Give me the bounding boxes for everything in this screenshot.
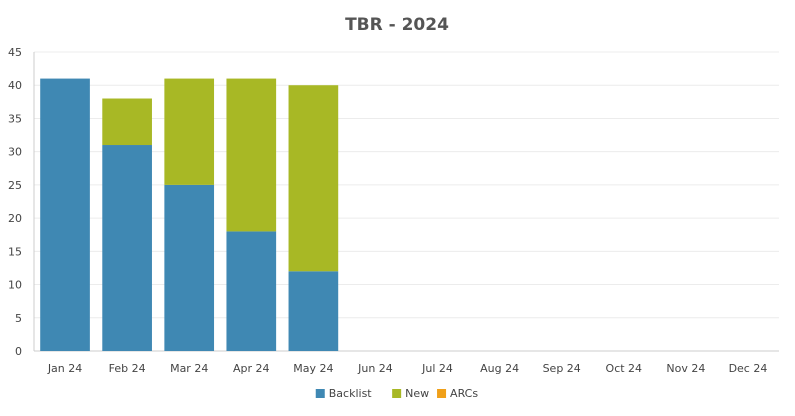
y-tick-label: 25 [8, 179, 22, 192]
legend-item-backlist[interactable]: Backlist [315, 387, 373, 400]
legend-item-arcs[interactable]: ARCs [437, 387, 478, 400]
bar-backlist-jan-24[interactable] [40, 78, 90, 352]
legend: Backlist New ARCs [315, 387, 478, 400]
y-tick-label: 35 [8, 112, 22, 125]
y-tick-label: 10 [8, 279, 22, 292]
legend-swatch [315, 389, 325, 398]
y-tick-label: 5 [15, 312, 22, 325]
y-tick-label: 45 [8, 46, 22, 59]
x-tick-label: Nov 24 [666, 362, 705, 375]
legend-label: New [405, 387, 429, 400]
x-tick-label: Apr 24 [233, 362, 270, 375]
legend-label: Backlist [329, 387, 373, 400]
y-axis: 0 5 10 15 20 25 30 35 40 45 [8, 46, 779, 358]
x-tick-label: Oct 24 [606, 362, 643, 375]
gridlines [34, 51, 779, 319]
x-tick-label: Dec 24 [729, 362, 768, 375]
x-tick-label: Feb 24 [109, 362, 146, 375]
y-tick-label: 20 [8, 212, 22, 225]
legend-label: ARCs [450, 387, 478, 400]
y-tick-label: 30 [8, 146, 22, 159]
x-tick-label: Sep 24 [543, 362, 581, 375]
bar-new-mar-24[interactable] [164, 78, 215, 185]
bar-new-feb-24[interactable] [102, 98, 152, 146]
x-tick-label: Jan 24 [47, 362, 82, 375]
y-tick-label: 0 [15, 345, 22, 358]
bar-backlist-feb-24[interactable] [102, 145, 152, 351]
x-tick-label: Jul 24 [421, 362, 453, 375]
legend-swatch [437, 389, 447, 398]
bar-backlist-apr-24[interactable] [226, 231, 277, 351]
x-tick-label: Jun 24 [357, 362, 393, 375]
y-tick-label: 40 [8, 79, 22, 92]
chart-title: TBR - 2024 [345, 15, 449, 35]
y-tick-label: 15 [8, 245, 22, 258]
bar-new-may-24[interactable] [288, 85, 339, 272]
bars [40, 78, 339, 352]
legend-item-new[interactable]: New [392, 387, 429, 400]
x-tick-label: May 24 [293, 362, 333, 375]
legend-swatch [392, 389, 402, 398]
bar-new-apr-24[interactable] [226, 78, 277, 232]
bar-backlist-may-24[interactable] [288, 271, 339, 351]
bar-backlist-mar-24[interactable] [164, 184, 215, 351]
x-axis: Jan 24 Feb 24 Mar 24 Apr 24 May 24 Jun 24 Jul … [47, 362, 768, 375]
x-tick-label: Mar 24 [170, 362, 208, 375]
x-tick-label: Aug 24 [480, 362, 519, 375]
